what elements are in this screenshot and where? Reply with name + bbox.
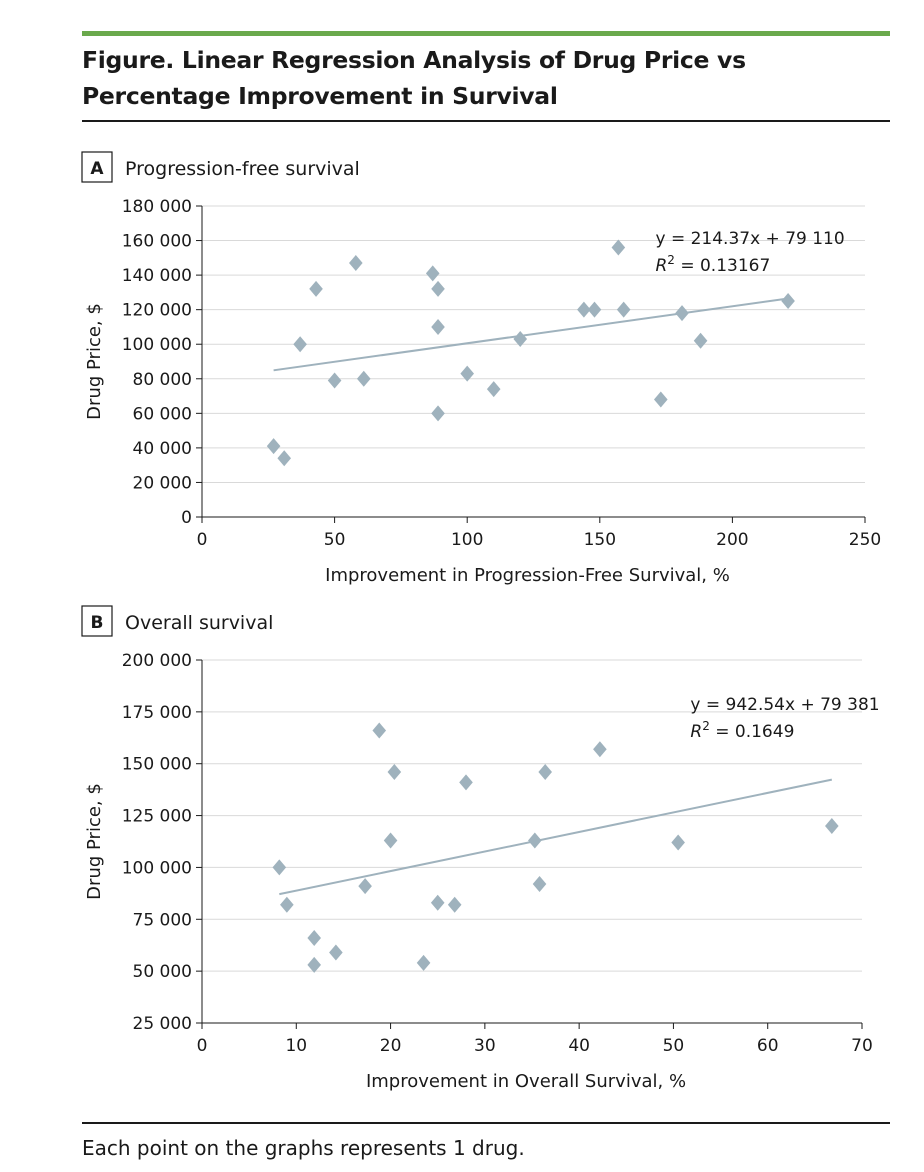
panel-a-data-point bbox=[653, 391, 668, 408]
panel-b-xtick-label: 30 bbox=[474, 1036, 496, 1056]
footnote-divider bbox=[82, 1122, 890, 1124]
panel-b-data-point bbox=[593, 741, 607, 758]
panel-b-xtick-label: 0 bbox=[197, 1036, 208, 1056]
panel-a-data-point bbox=[293, 336, 307, 353]
panel-a-data-point bbox=[616, 301, 631, 318]
panel-b-data-point bbox=[459, 774, 473, 791]
panel-a-data-point bbox=[577, 301, 591, 318]
panel-a-data-point bbox=[486, 381, 501, 398]
panel-b-data-point bbox=[825, 817, 839, 834]
panel-a-data-point bbox=[266, 438, 281, 455]
panel-a-xtick-label: 200 bbox=[716, 530, 748, 550]
panel-a-ytick-label: 40 000 bbox=[133, 439, 192, 459]
panel-b-regression-equation: y = 942.54x + 79 381 bbox=[690, 695, 879, 715]
panel-b-data-point bbox=[528, 832, 542, 849]
panel-a-xtick-label: 100 bbox=[451, 530, 483, 550]
panel-b-regression-line bbox=[279, 778, 833, 896]
panel-b-data-point bbox=[447, 896, 462, 913]
panel-a-ytick-label: 0 bbox=[181, 508, 192, 528]
panel-b-ytick-label: 175 000 bbox=[122, 703, 192, 723]
panel-a-chart: A Progression-free survival 0 20 000 40 000 6… bbox=[81, 151, 881, 586]
panel-a-xtick-label: 0 bbox=[197, 530, 208, 550]
panel-a-data-point bbox=[431, 405, 445, 422]
panel-a-data-point bbox=[327, 372, 342, 389]
panel-b-xtick-label: 20 bbox=[380, 1036, 402, 1056]
panel-a-ytick-label: 160 000 bbox=[122, 232, 192, 252]
panel-b-xtick-label: 40 bbox=[568, 1036, 590, 1056]
panel-b-data-point bbox=[358, 878, 372, 895]
panel-b-ytick-label: 200 000 bbox=[122, 651, 192, 671]
panel-b-data-point bbox=[538, 764, 552, 781]
panel-b-ytick-label: 150 000 bbox=[122, 755, 192, 775]
panel-b-data-point bbox=[307, 929, 321, 946]
panel-b-x-axis-label: Improvement in Overall Survival, % bbox=[366, 1071, 686, 1092]
panel-b-data-point bbox=[387, 764, 402, 781]
panel-b-ytick-label: 125 000 bbox=[122, 807, 192, 827]
panel-a-data-point bbox=[781, 293, 795, 310]
panel-a-regression-equation: y = 214.37x + 79 110 bbox=[655, 229, 844, 249]
panel-b-ytick-label: 25 000 bbox=[133, 1014, 192, 1034]
panel-a-data-point bbox=[349, 255, 363, 272]
panel-a-ytick-label: 60 000 bbox=[133, 404, 192, 424]
panel-b-ytick-label: 50 000 bbox=[133, 962, 192, 982]
panel-a-data-point bbox=[431, 318, 445, 335]
panel-b-xtick-label: 70 bbox=[851, 1036, 873, 1056]
panel-a-badge bbox=[81, 151, 113, 183]
panel-a-x-axis-label: Improvement in Progression-Free Survival… bbox=[325, 565, 730, 586]
figure-title: Figure. Linear Regression Analysis of Dr… bbox=[82, 46, 746, 110]
panel-a-ytick-label: 120 000 bbox=[122, 301, 192, 321]
panel-b-data-point bbox=[383, 832, 398, 849]
panel-b-data-point bbox=[372, 722, 387, 739]
panel-a-ytick-label: 20 000 bbox=[133, 473, 192, 493]
panel-a-data-point bbox=[587, 301, 602, 318]
panel-a-r-squared: R2 = 0.13167 bbox=[655, 253, 770, 276]
panel-a-data-point bbox=[356, 370, 371, 387]
panel-a-data-point bbox=[460, 365, 474, 382]
panel-a-regression-line bbox=[273, 297, 789, 372]
panel-a-data-point bbox=[611, 239, 626, 256]
panel-a-y-axis-label: Drug Price, $ bbox=[84, 303, 105, 420]
panel-b-title: Overall survival bbox=[125, 612, 273, 634]
panel-b-xtick-label: 60 bbox=[757, 1036, 779, 1056]
panel-a-xtick-label: 150 bbox=[584, 530, 616, 550]
panel-a-title: Progression-free survival bbox=[125, 158, 360, 180]
panel-a-badge-letter: A bbox=[90, 159, 104, 179]
panel-a-xtick-label: 50 bbox=[324, 530, 346, 550]
panel-b-r-squared: R2 = 0.1649 bbox=[690, 719, 794, 742]
title-divider bbox=[82, 120, 890, 122]
panel-b-data-point bbox=[430, 894, 445, 911]
panel-a-ytick-label: 100 000 bbox=[122, 335, 192, 355]
panel-b-badge-letter: B bbox=[91, 613, 104, 633]
panel-a-data-point bbox=[513, 331, 528, 348]
panel-b-data-point bbox=[329, 944, 343, 961]
panel-b-ytick-label: 75 000 bbox=[133, 910, 192, 930]
panel-a-xtick-label: 250 bbox=[849, 530, 881, 550]
panel-a-data-point bbox=[431, 280, 445, 297]
panel-b-data-point bbox=[416, 954, 431, 971]
panel-b-data-point bbox=[272, 859, 287, 876]
panel-b-xtick-label: 10 bbox=[285, 1036, 307, 1056]
panel-a-data-point bbox=[425, 265, 440, 282]
panel-b-ytick-label: 100 000 bbox=[122, 858, 192, 878]
panel-b-badge bbox=[81, 605, 113, 637]
panel-b-data-point bbox=[532, 876, 547, 893]
figure-footnote: Each point on the graphs represents 1 dr… bbox=[82, 1136, 525, 1160]
panel-a-data-point bbox=[675, 305, 689, 322]
panel-b-data-point bbox=[280, 896, 294, 913]
panel-b-y-axis-label: Drug Price, $ bbox=[84, 783, 105, 900]
panel-a-ytick-label: 80 000 bbox=[133, 370, 192, 390]
panel-a-data-point bbox=[693, 332, 708, 349]
panel-a-data-point bbox=[309, 280, 323, 297]
panel-b-data-point bbox=[307, 956, 321, 973]
panel-b-xtick-label: 50 bbox=[663, 1036, 685, 1056]
panel-a-ytick-label: 180 000 bbox=[122, 197, 192, 217]
panel-a-data-point bbox=[277, 450, 292, 467]
panel-b-chart: B Overall survival 25 000 50 000 75 000 100 0… bbox=[81, 605, 880, 1092]
top-accent-rule bbox=[82, 31, 890, 36]
panel-b-data-point bbox=[671, 834, 685, 851]
panel-a-ytick-label: 140 000 bbox=[122, 266, 192, 286]
